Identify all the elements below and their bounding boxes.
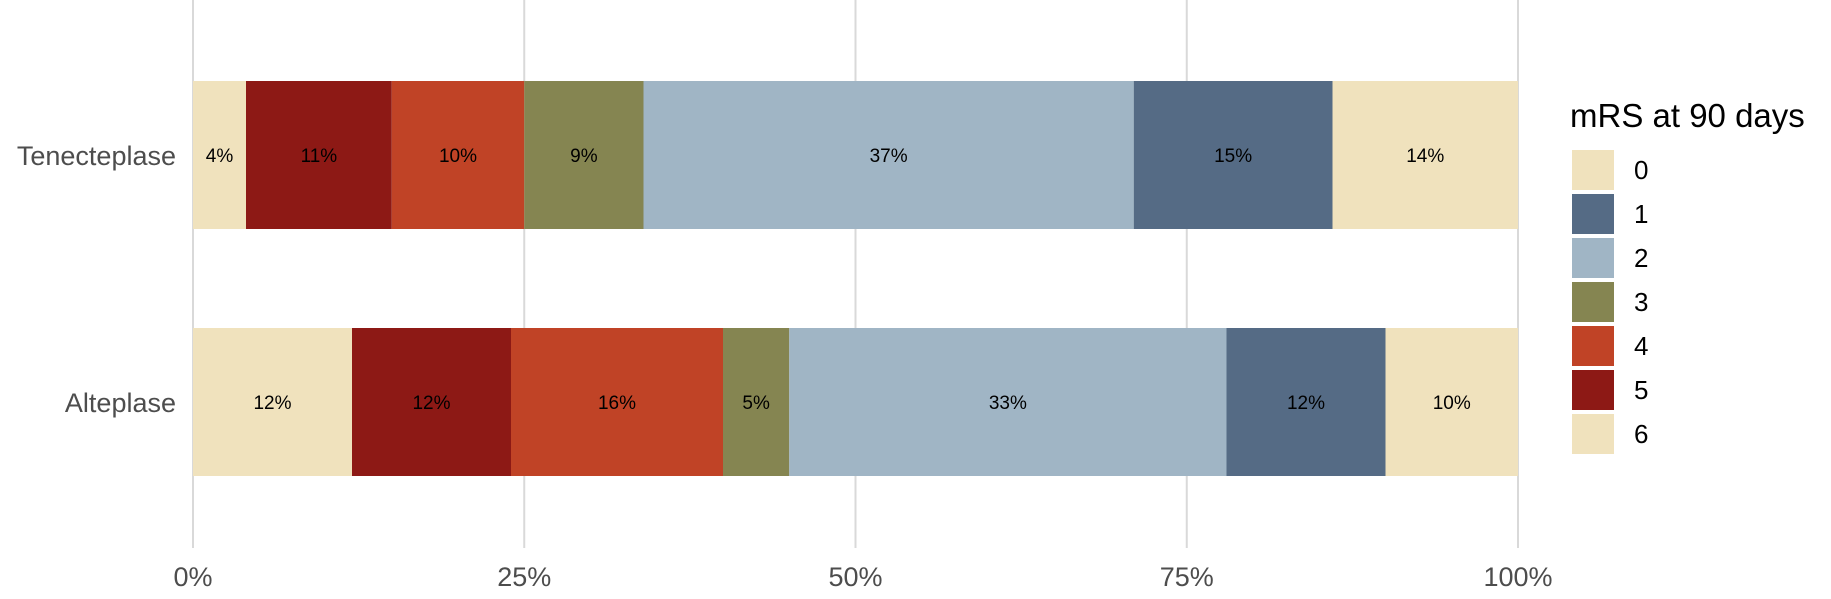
legend-key-mrs-3: [1572, 282, 1614, 322]
bar-segment-mrs-2: [789, 328, 1227, 476]
legend-key-mrs-4: [1572, 326, 1614, 366]
x-tick-label: 75%: [1160, 562, 1214, 592]
bar-segment-mrs-4: [511, 328, 723, 476]
y-category-label: Tenecteplase: [17, 141, 176, 171]
segment-labels: 4% 11% 10% 9% 37% 15% 14% 12% 12% 16% 5% 33% 12% 10%: [206, 146, 1471, 414]
bar-segment-mrs-2: [643, 81, 1134, 229]
legend-label: 2: [1634, 243, 1648, 273]
bar-segment-label: 14%: [1406, 146, 1444, 167]
bar-segment-label: 33%: [989, 393, 1027, 414]
legend-label: 5: [1634, 375, 1648, 405]
legend-key-mrs-0: [1572, 150, 1614, 190]
bar-segment-label: 37%: [870, 146, 908, 167]
bar-segment-mrs-1: [1133, 81, 1333, 229]
bar-segment-mrs-6: [193, 328, 352, 476]
bar-segment-mrs-5: [246, 81, 392, 229]
bar-segment-mrs-0: [1385, 328, 1518, 476]
bar-segment-label: 5%: [742, 393, 770, 414]
legend-key-mrs-5: [1572, 370, 1614, 410]
x-tick-label: 100%: [1483, 562, 1552, 592]
bar-segment-label: 12%: [412, 393, 450, 414]
legend-title: mRS at 90 days: [1570, 97, 1805, 134]
bar-segment-mrs-4: [391, 81, 525, 229]
legend-label: 6: [1634, 419, 1648, 449]
legend-key-mrs-2: [1572, 238, 1614, 278]
bar-segment-label: 12%: [253, 393, 291, 414]
bar-segment-label: 15%: [1214, 146, 1252, 167]
bar-segment-mrs-3: [524, 81, 644, 229]
x-tick-label: 0%: [173, 562, 212, 592]
bar-segments: [193, 81, 1518, 476]
y-axis-labels: Tenecteplase Alteplase: [17, 141, 176, 418]
y-category-label: Alteplase: [65, 388, 176, 418]
bar-segment-label: 11%: [301, 146, 338, 167]
bar-segment-label: 10%: [439, 146, 477, 167]
bar-segment-mrs-3: [723, 328, 790, 476]
legend-label: 0: [1634, 155, 1648, 185]
x-tick-label: 25%: [497, 562, 551, 592]
legend-key-mrs-6: [1572, 414, 1614, 454]
bar-segment-mrs-6: [193, 81, 246, 229]
bar-segment-label: 9%: [570, 146, 598, 167]
bar-segment-mrs-0: [1332, 81, 1518, 229]
bar-segment-label: 4%: [206, 146, 234, 167]
bar-segment-label: 10%: [1433, 393, 1471, 414]
bar-segment-mrs-5: [352, 328, 511, 476]
bar-segment-label: 12%: [1287, 393, 1325, 414]
x-axis-ticks: 0% 25% 50% 75% 100%: [173, 562, 1552, 592]
x-tick-label: 50%: [828, 562, 882, 592]
legend-label: 4: [1634, 331, 1648, 361]
legend: mRS at 90 days 0 1 2 3 4 5 6: [1570, 97, 1805, 454]
legend-key-mrs-1: [1572, 194, 1614, 234]
bar-segment-label: 16%: [598, 393, 636, 414]
legend-label: 3: [1634, 287, 1648, 317]
legend-label: 1: [1634, 199, 1648, 229]
bar-segment-mrs-1: [1226, 328, 1386, 476]
